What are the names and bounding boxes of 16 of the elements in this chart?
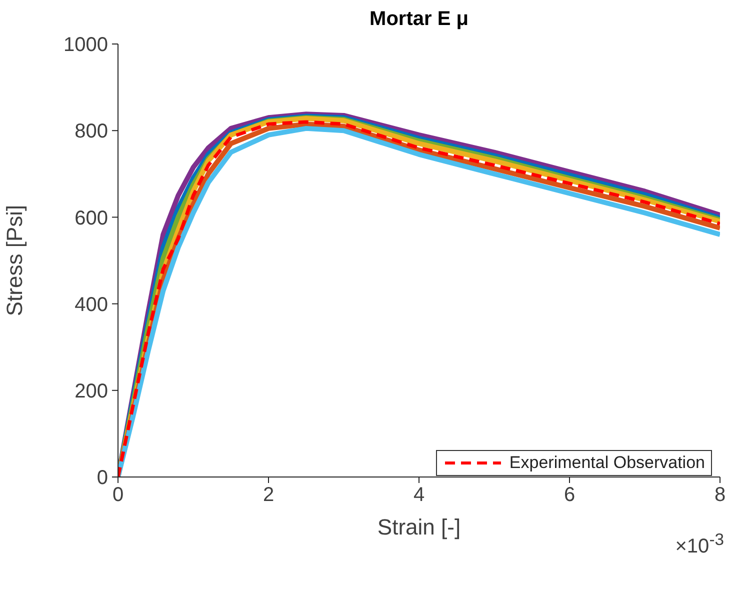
text: ×10$^{-3}$ — [675, 530, 724, 559]
x-tick-label: 4 — [413, 484, 425, 506]
y-tick-label: 400 — [74, 294, 108, 316]
y-tick-label: 600 — [74, 207, 108, 230]
chart-title: Mortar E μ — [368, 8, 470, 31]
x-tick-label: 8 — [714, 484, 726, 506]
y-tick-label: 0 — [96, 467, 108, 490]
x-tick-label: 2 — [262, 484, 274, 506]
x-axis-title: Strain [-] — [377, 514, 461, 540]
x-tick-label: 6 — [564, 484, 576, 506]
y-tick-label: 800 — [74, 120, 108, 143]
legend-label: Experimental Observation — [509, 453, 705, 473]
x-tick-label: 0 — [112, 484, 124, 506]
y-axis-title: Stress [Psi] — [2, 204, 27, 316]
y-tick-label: 1000 — [64, 34, 108, 56]
y-tick-label: 200 — [74, 380, 108, 402]
